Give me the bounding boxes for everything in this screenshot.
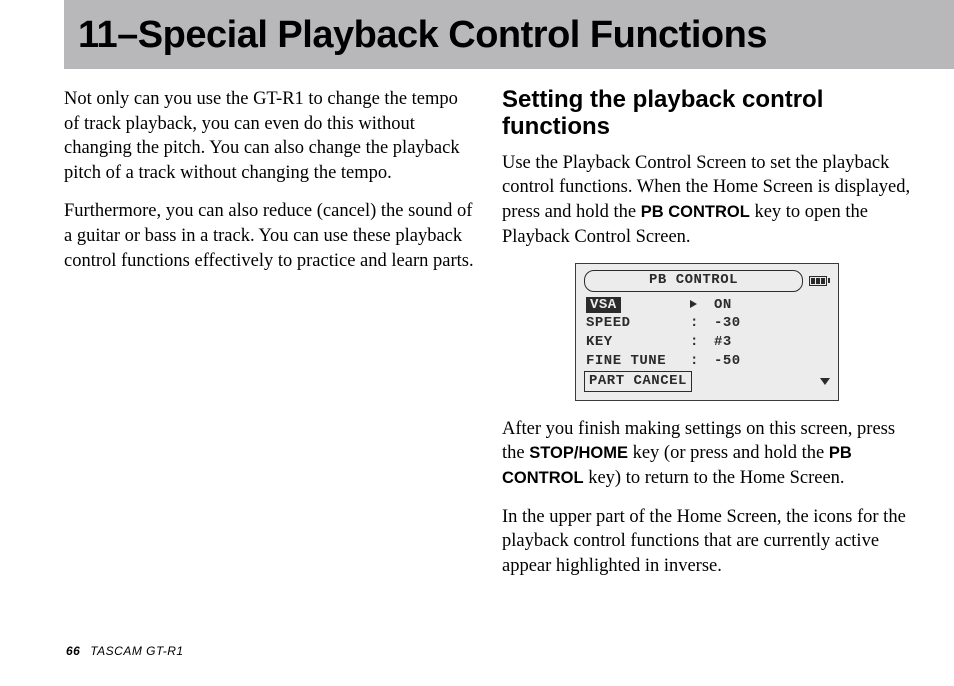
left-column: Not only can you use the GT-R1 to change… [64, 87, 474, 592]
intro-para-1: Not only can you use the GT-R1 to change… [64, 87, 474, 185]
arrow-right-icon [690, 300, 697, 308]
page-footer: 66 TASCAM GT-R1 [66, 644, 184, 658]
section-heading: Setting the playback control functions [502, 87, 912, 141]
product-name: TASCAM GT-R1 [90, 644, 183, 658]
intro-para-2: Furthermore, you can also reduce (cancel… [64, 199, 474, 273]
right-column: Setting the playback control functions U… [502, 87, 912, 592]
text-run: key (or press and hold the [628, 443, 829, 463]
scroll-down-icon [820, 378, 830, 385]
section-para-3: In the upper part of the Home Screen, th… [502, 505, 912, 579]
chapter-header: 11–Special Playback Control Functions [64, 0, 954, 69]
page-number: 66 [66, 644, 80, 658]
lcd-screen: PB CONTROL VSAONSPEED:-30KEY:#3FINE TUNE… [575, 263, 839, 401]
text-run: key) to return to the Home Screen. [584, 468, 845, 488]
lcd-rows: VSAONSPEED:-30KEY:#3FINE TUNE:-50 [584, 296, 830, 370]
lcd-title: PB CONTROL [584, 270, 803, 292]
chapter-title: 11–Special Playback Control Functions [78, 14, 767, 56]
battery-icon [809, 276, 830, 286]
lcd-row: KEY:#3 [584, 333, 830, 352]
lcd-row: FINE TUNE:-50 [584, 352, 830, 371]
section-para-1: Use the Playback Control Screen to set t… [502, 151, 912, 249]
key-pb-control: PB CONTROL [641, 203, 750, 221]
lcd-part-cancel: PART CANCEL [584, 371, 692, 392]
key-stop-home: STOP/HOME [529, 444, 628, 462]
lcd-label-selected: VSA [586, 297, 621, 313]
section-para-2: After you finish making settings on this… [502, 417, 912, 491]
lcd-row: VSAON [584, 296, 830, 315]
lcd-row: SPEED:-30 [584, 314, 830, 333]
